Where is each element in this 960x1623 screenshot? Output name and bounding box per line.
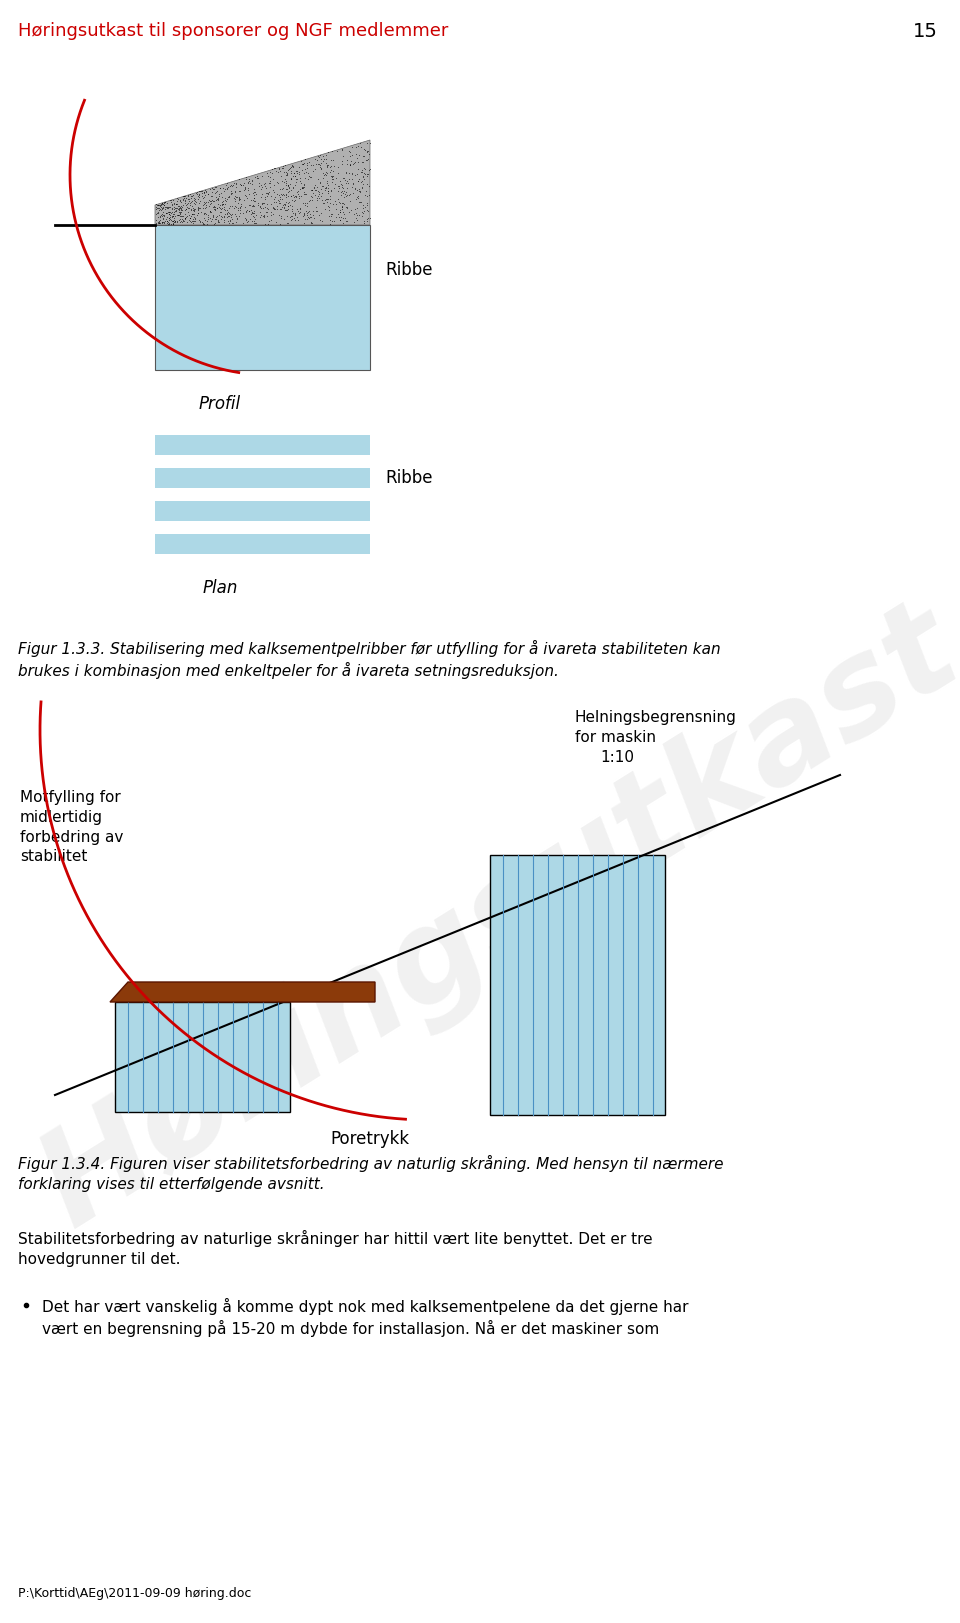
Text: Stabilitetsforbedring av naturlige skråninger har hittil vært lite benyttet. Det: Stabilitetsforbedring av naturlige skrån… — [18, 1230, 653, 1246]
Text: P:\Korttid\AEg\2011-09-09 høring.doc: P:\Korttid\AEg\2011-09-09 høring.doc — [18, 1587, 252, 1600]
Polygon shape — [110, 982, 375, 1001]
Polygon shape — [155, 140, 370, 226]
Text: for maskin: for maskin — [575, 730, 656, 745]
Text: Høringsutkast til sponsorer og NGF medlemmer: Høringsutkast til sponsorer og NGF medle… — [18, 23, 448, 41]
Text: Helningsbegrensning: Helningsbegrensning — [575, 709, 737, 725]
Text: Det har vært vanskelig å komme dypt nok med kalksementpelene da det gjerne har: Det har vært vanskelig å komme dypt nok … — [42, 1298, 688, 1315]
Text: Motfylling for
midlertidig
forbedring av
stabilitet: Motfylling for midlertidig forbedring av… — [20, 790, 124, 865]
Text: vært en begrensning på 15-20 m dybde for installasjon. Nå er det maskiner som: vært en begrensning på 15-20 m dybde for… — [42, 1319, 660, 1337]
Text: Poretrykk: Poretrykk — [330, 1130, 409, 1147]
Bar — [155, 534, 370, 553]
Bar — [155, 435, 370, 454]
Bar — [155, 226, 370, 370]
Text: Ribbe: Ribbe — [385, 469, 433, 487]
Bar — [155, 467, 370, 489]
Text: 1:10: 1:10 — [600, 750, 634, 764]
Text: hovedgrunner til det.: hovedgrunner til det. — [18, 1251, 180, 1268]
Text: Profil: Profil — [199, 394, 241, 412]
Bar — [155, 502, 370, 521]
Text: Plan: Plan — [203, 579, 238, 597]
Text: brukes i kombinasjon med enkeltpeler for å ivareta setningsreduksjon.: brukes i kombinasjon med enkeltpeler for… — [18, 662, 559, 678]
Text: 15: 15 — [913, 23, 938, 41]
Bar — [490, 855, 665, 1115]
Bar — [115, 1001, 290, 1112]
Text: forklaring vises til etterfølgende avsnitt.: forklaring vises til etterfølgende avsni… — [18, 1177, 324, 1191]
Text: Figur 1.3.4. Figuren viser stabilitetsforbedring av naturlig skråning. Med hensy: Figur 1.3.4. Figuren viser stabilitetsfo… — [18, 1156, 724, 1172]
Text: Høringsutkast: Høringsutkast — [19, 586, 960, 1255]
Text: Ribbe: Ribbe — [385, 261, 433, 279]
Text: Figur 1.3.3. Stabilisering med kalksementpelribber før utfylling for å ivareta s: Figur 1.3.3. Stabilisering med kalksemen… — [18, 639, 721, 657]
